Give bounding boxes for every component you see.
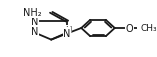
Text: CH₃: CH₃ xyxy=(141,24,157,33)
Text: N: N xyxy=(63,28,71,38)
Text: N: N xyxy=(31,17,38,27)
Text: O: O xyxy=(126,24,134,33)
Text: H: H xyxy=(65,25,71,34)
Text: N: N xyxy=(31,27,38,37)
Text: NH₂: NH₂ xyxy=(23,8,42,18)
